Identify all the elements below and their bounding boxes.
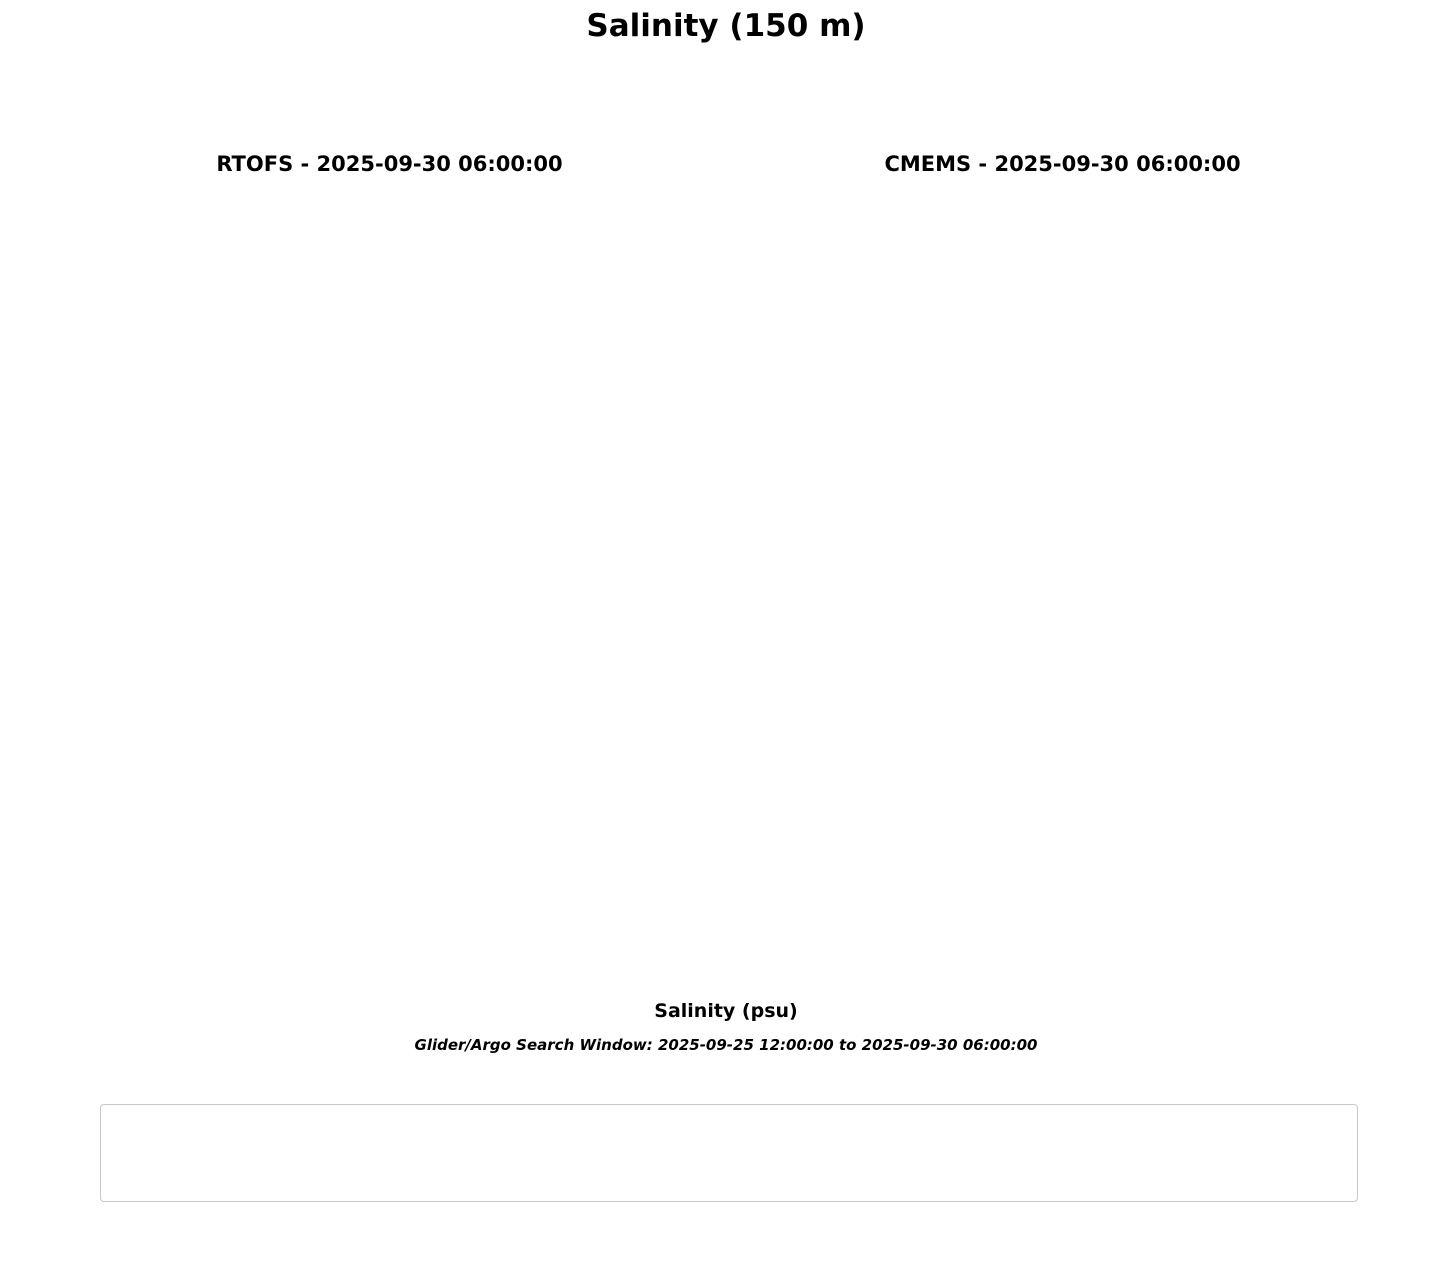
platform-legend <box>100 1104 1358 1202</box>
figure-title: Salinity (150 m) <box>586 8 866 44</box>
panel-title-cmems: CMEMS - 2025-09-30 06:00:00 <box>884 152 1241 176</box>
rtofs-map <box>82 185 697 880</box>
cmems-map <box>755 185 1370 880</box>
colorbar <box>106 937 1346 1037</box>
panel-title-rtofs: RTOFS - 2025-09-30 06:00:00 <box>216 152 563 176</box>
search-window-caption: Glider/Argo Search Window: 2025-09-25 12… <box>414 1036 1038 1054</box>
colorbar-svg <box>106 937 1346 1007</box>
colorbar-label: Salinity (psu) <box>654 1000 798 1022</box>
